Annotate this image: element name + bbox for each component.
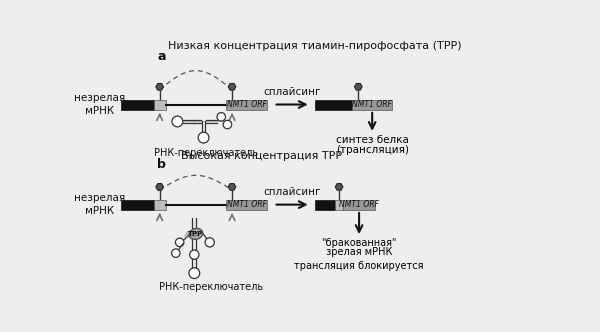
Text: незрелая
мРНК: незрелая мРНК: [74, 93, 125, 116]
Bar: [315, 200, 335, 209]
Text: (трансляция): (трансляция): [335, 144, 409, 155]
Ellipse shape: [189, 228, 203, 239]
Bar: [343, 200, 375, 209]
Text: ТРР: ТРР: [188, 231, 203, 237]
Text: Низкая концентрация тиамин-пирофосфата (ТРР): Низкая концентрация тиамин-пирофосфата (…: [169, 42, 462, 51]
Bar: [226, 200, 268, 209]
Text: NMT1 ORF: NMT1 ORF: [227, 100, 266, 109]
Circle shape: [190, 250, 199, 259]
Text: NMT1 ORF: NMT1 ORF: [227, 200, 266, 209]
Polygon shape: [228, 184, 236, 190]
Bar: [315, 100, 352, 110]
Bar: [121, 100, 154, 110]
Text: "бракованная": "бракованная": [322, 238, 397, 248]
Bar: [121, 200, 154, 209]
Circle shape: [189, 268, 200, 279]
Polygon shape: [156, 83, 164, 90]
Circle shape: [175, 238, 184, 247]
Circle shape: [217, 113, 226, 121]
Text: NMT1 ORF: NMT1 ORF: [352, 100, 392, 109]
Text: Высокая концентрация ТРР: Высокая концентрация ТРР: [181, 151, 342, 161]
Bar: [335, 200, 343, 209]
Circle shape: [172, 249, 180, 257]
Bar: [226, 100, 268, 110]
Circle shape: [205, 238, 214, 247]
Text: РНК-переключатель: РНК-переключатель: [154, 148, 258, 158]
Bar: [154, 100, 166, 110]
Text: РНК-переключатель: РНК-переключатель: [159, 282, 263, 291]
Text: a: a: [157, 50, 166, 63]
Text: синтез белка: синтез белка: [336, 135, 409, 145]
Polygon shape: [156, 184, 164, 190]
Text: зрелая мРНК: зрелая мРНК: [326, 247, 392, 257]
Circle shape: [223, 120, 232, 129]
Polygon shape: [335, 184, 343, 190]
Polygon shape: [355, 83, 362, 90]
Text: b: b: [157, 158, 166, 171]
Circle shape: [198, 132, 209, 143]
Text: незрелая
мРНК: незрелая мРНК: [74, 194, 125, 216]
Text: трансляция блокируется: трансляция блокируется: [295, 261, 424, 271]
Bar: [352, 100, 392, 110]
Polygon shape: [228, 83, 236, 90]
Bar: [154, 200, 166, 209]
Text: сплайсинг: сплайсинг: [263, 187, 321, 197]
Text: NMT1 ORF: NMT1 ORF: [339, 200, 379, 209]
Circle shape: [172, 116, 183, 127]
Text: сплайсинг: сплайсинг: [263, 87, 321, 97]
